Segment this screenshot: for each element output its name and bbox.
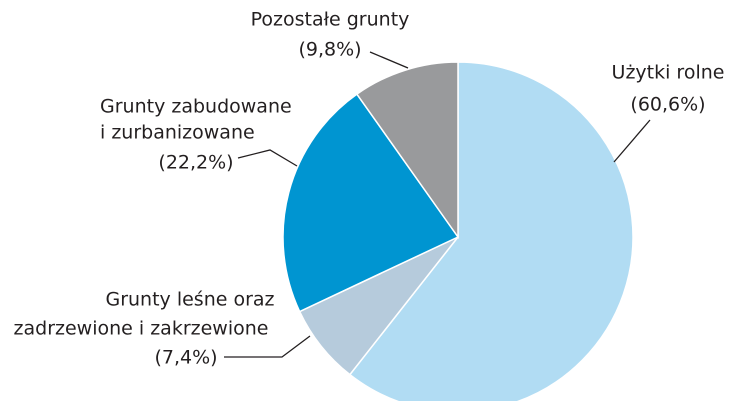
value-label: (9,8%) xyxy=(298,39,361,61)
pie-slice xyxy=(348,61,634,401)
leader-line xyxy=(613,119,651,163)
slice-label: Użytki rolne xyxy=(612,62,725,84)
slice-label: zadrzewione i zakrzewione xyxy=(14,318,269,340)
pie-slice xyxy=(355,61,459,240)
slice-label: i zurbanizowane xyxy=(100,122,255,144)
leader-line xyxy=(224,335,311,358)
value-label: (60,6%) xyxy=(630,94,705,116)
leader-line xyxy=(369,51,409,69)
pie-slice xyxy=(282,93,460,313)
leader-line xyxy=(237,149,298,167)
value-label: (22,2%) xyxy=(158,152,233,174)
slice-label: Grunty leśne oraz xyxy=(105,289,274,311)
slice-label: Pozostałe grunty xyxy=(251,9,410,31)
value-label: (7,4%) xyxy=(154,347,217,369)
slice-label: Grunty zabudowane xyxy=(100,96,292,118)
